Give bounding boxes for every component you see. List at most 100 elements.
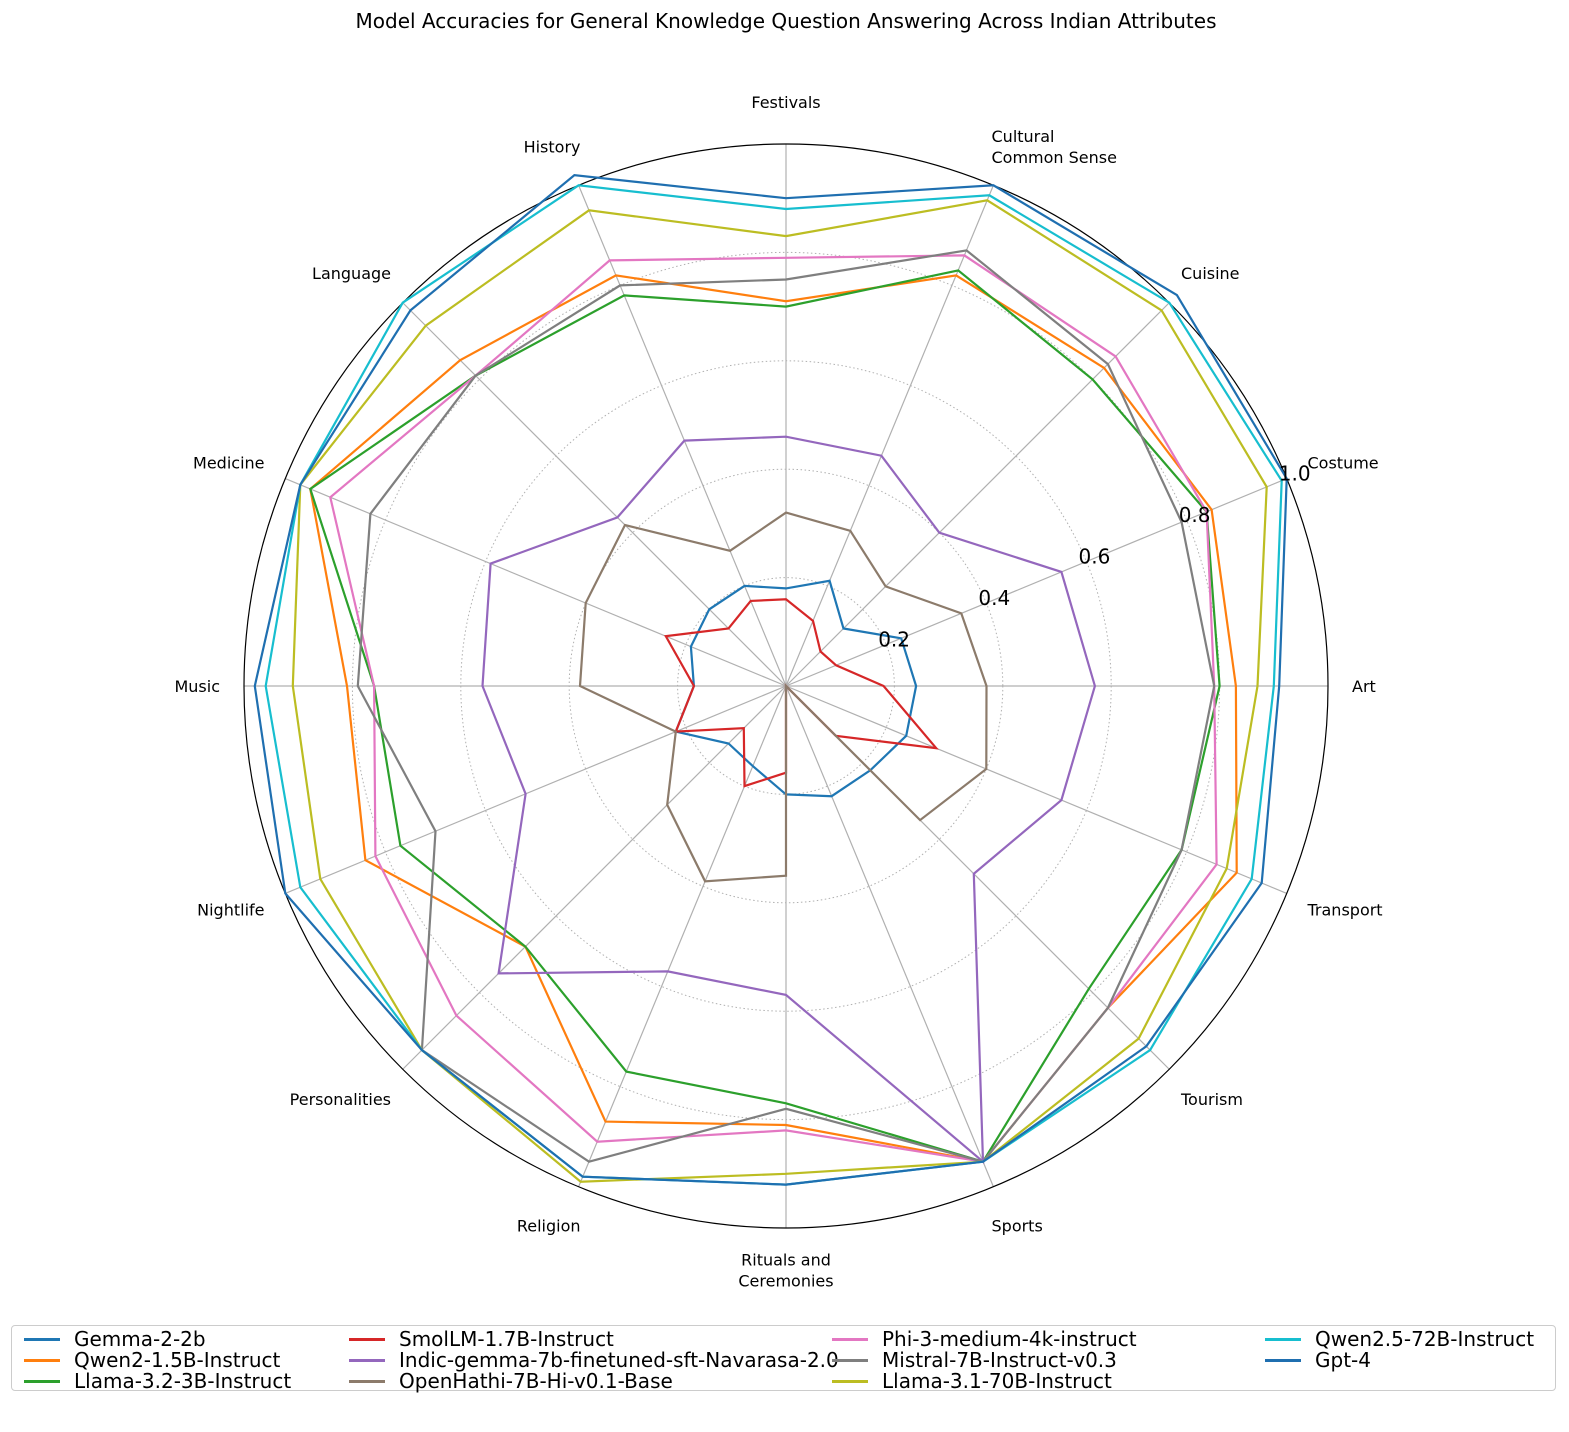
- series-line-5: [481, 435, 1097, 1165]
- category-label: History: [524, 138, 581, 157]
- category-label-line: Art: [1352, 677, 1376, 696]
- category-label: Nightlife: [197, 901, 264, 920]
- legend-item: Mistral-7B-Instruct-v0.3: [832, 1350, 1265, 1371]
- category-label: Transport: [1307, 901, 1383, 920]
- legend-label: Gemma-2-2b: [74, 1327, 206, 1351]
- legend-label: Llama-3.2-3B-Instruct: [74, 1369, 292, 1393]
- legend-item: Indic-gemma-7b-finetuned-sft-Navarasa-2.…: [349, 1350, 839, 1371]
- radial-gridline: [785, 185, 994, 687]
- legend-label: Phi-3-medium-4k-instruct: [882, 1327, 1137, 1351]
- category-label-line: Sports: [992, 1217, 1043, 1236]
- legend-swatch: [24, 1359, 60, 1362]
- category-label-line: Tourism: [1180, 1090, 1243, 1109]
- legend-item: Gpt-4: [1265, 1350, 1565, 1371]
- legend-label: OpenHathi-7B-Hi-v0.1-Base: [399, 1369, 673, 1393]
- legend-item: Qwen2-1.5B-Instruct: [24, 1350, 349, 1371]
- radial-gridline: [402, 685, 787, 1070]
- category-label: Language: [312, 264, 391, 283]
- category-label-line: Common Sense: [992, 148, 1117, 167]
- radial-tick-label: 1.0: [1279, 462, 1311, 486]
- legend-swatch: [349, 1338, 385, 1341]
- radial-gridline: [578, 685, 787, 1187]
- category-label: Personalities: [290, 1090, 391, 1109]
- legend-label: Qwen2.5-72B-Instruct: [1315, 1327, 1535, 1351]
- legend-label: Qwen2-1.5B-Instruct: [74, 1348, 281, 1372]
- category-label: Rituals and Ceremonies: [738, 1251, 833, 1291]
- category-label: Cultural Common Sense: [992, 127, 1117, 167]
- legend-item: Phi-3-medium-4k-instruct: [832, 1329, 1265, 1350]
- category-label-line: Cuisine: [1181, 264, 1240, 283]
- category-label: Sports: [992, 1217, 1043, 1236]
- radar-grid: [243, 143, 1329, 1229]
- polar-frame: [243, 143, 1329, 1229]
- series-line-11: [253, 174, 1288, 1186]
- category-label-line: History: [524, 138, 581, 157]
- radial-gridline: [285, 478, 787, 687]
- legend-swatch: [832, 1380, 868, 1383]
- legend-swatch: [349, 1380, 385, 1383]
- radial-gridline: [785, 478, 1287, 687]
- legend-label: Mistral-7B-Instruct-v0.3: [882, 1348, 1117, 1372]
- category-label: Festivals: [751, 93, 820, 112]
- series-line-8: [356, 249, 1216, 1163]
- axis-labels: 0.2 0.4 0.6 0.8 1.0 Art Costume Cuisine Cultural…: [174, 93, 1382, 1291]
- category-label-line: Festivals: [751, 93, 820, 112]
- series-line-9: [291, 199, 1268, 1183]
- category-label-line: Transport: [1307, 901, 1383, 920]
- series-line-2: [309, 274, 1238, 1163]
- legend-item: SmolLM-1.7B-Instruct: [349, 1329, 832, 1350]
- legend-swatch: [349, 1359, 385, 1362]
- radial-gridline: [785, 685, 1287, 894]
- legend-label: Indic-gemma-7b-finetuned-sft-Navarasa-2.…: [399, 1348, 839, 1372]
- chart-title: Model Accuracies for General Knowledge Q…: [356, 9, 1217, 33]
- series-lines: [253, 174, 1288, 1186]
- legend-item: Gemma-2-2b: [24, 1329, 349, 1350]
- category-label: Costume: [1308, 454, 1379, 473]
- legend-item: Qwen2.5-72B-Instruct: [1265, 1329, 1565, 1350]
- category-label-line: Language: [312, 264, 391, 283]
- legend-swatch: [24, 1380, 60, 1383]
- category-label-line: Cultural: [992, 127, 1055, 146]
- category-label-line: Religion: [517, 1217, 581, 1236]
- legend-label: SmolLM-1.7B-Instruct: [399, 1327, 614, 1351]
- radial-grid-circle: [460, 360, 1112, 1012]
- series-line-10: [264, 184, 1283, 1186]
- legend-swatch: [832, 1338, 868, 1341]
- category-label-line: Nightlife: [197, 901, 264, 920]
- category-label: Medicine: [193, 454, 264, 473]
- category-label: Art: [1352, 677, 1376, 696]
- legend-swatch: [1265, 1338, 1301, 1341]
- radial-gridline: [285, 685, 787, 894]
- legend-item: Llama-3.2-3B-Instruct: [24, 1371, 349, 1392]
- category-label: Music: [174, 677, 220, 696]
- legend-swatch: [24, 1338, 60, 1341]
- radial-tick-label: 0.8: [1179, 503, 1211, 527]
- category-label: Religion: [517, 1217, 581, 1236]
- category-label-line: Rituals and: [741, 1251, 831, 1270]
- radar-chart: Model Accuracies for General Knowledge Q…: [174, 9, 1382, 1291]
- radial-grid-circle: [677, 577, 895, 795]
- radial-grid-circle: [568, 468, 1004, 904]
- radial-tick-label: 0.2: [878, 628, 910, 652]
- legend-item: Llama-3.1-70B-Instruct: [832, 1371, 1265, 1392]
- category-label: Cuisine: [1181, 264, 1240, 283]
- category-label-line: Medicine: [193, 454, 264, 473]
- category-label-line: Ceremonies: [738, 1272, 833, 1291]
- legend: Gemma-2-2b Qwen2-1.5B-Instruct Llama-3.2-3…: [11, 1325, 1556, 1392]
- legend-label: Llama-3.1-70B-Instruct: [882, 1369, 1112, 1393]
- radial-gridline: [785, 302, 1170, 687]
- legend-swatch: [832, 1359, 868, 1362]
- series-line-3: [309, 269, 1221, 1163]
- radial-tick-label: 0.6: [1078, 545, 1110, 569]
- series-line-1: [674, 579, 918, 798]
- radial-gridline: [402, 302, 787, 687]
- category-label-line: Costume: [1308, 454, 1379, 473]
- legend-label: Gpt-4: [1315, 1348, 1371, 1372]
- radial-gridline: [785, 685, 994, 1187]
- series-line-6: [578, 511, 988, 883]
- legend-swatch: [1265, 1359, 1301, 1362]
- legend-item: OpenHathi-7B-Hi-v0.1-Base: [349, 1371, 832, 1392]
- category-label-line: Music: [174, 677, 220, 696]
- category-label-line: Personalities: [290, 1090, 391, 1109]
- category-label: Tourism: [1180, 1090, 1243, 1109]
